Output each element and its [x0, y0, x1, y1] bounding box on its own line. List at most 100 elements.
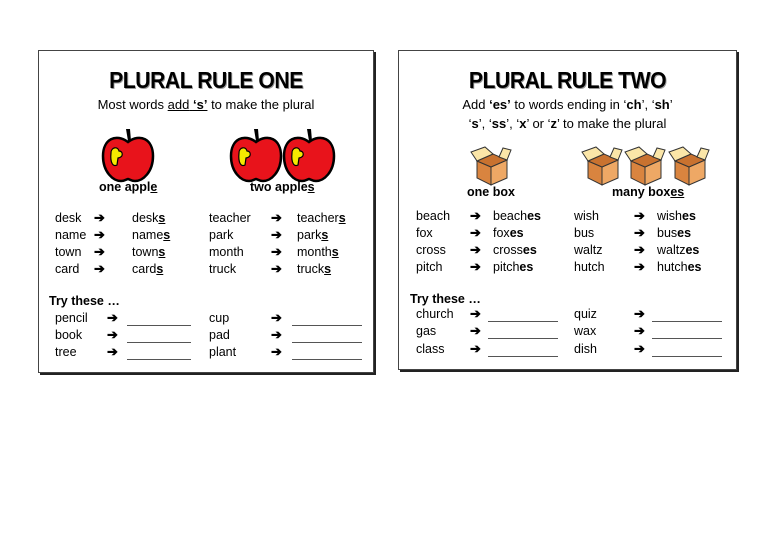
plural-suffix: s — [156, 262, 164, 276]
plural-base: town — [132, 245, 159, 259]
plural-suffix: s — [331, 245, 339, 259]
word: wish — [574, 209, 600, 223]
plural-base: desk — [132, 211, 159, 225]
plural-word: teachers — [297, 211, 346, 225]
right-arrow-icon: ➔ — [470, 242, 481, 257]
try-these-label: Try these … — [49, 294, 120, 308]
rule-one-title: PLURAL RULE ONE — [109, 67, 303, 93]
answer-blank[interactable] — [652, 337, 722, 339]
subtitle-text: ’ — [669, 97, 673, 112]
right-arrow-icon: ➔ — [470, 306, 481, 321]
plural-word: cards — [132, 262, 163, 276]
plural-word: waltzes — [657, 243, 699, 257]
box-icon — [624, 146, 666, 186]
rule-two-title: PLURAL RULE TWO — [468, 67, 667, 93]
right-arrow-icon: ➔ — [107, 344, 118, 359]
plural-base: pitch — [493, 260, 520, 274]
rule-one-card: PLURAL RULE ONE Most words add ‘s’ to ma… — [38, 50, 374, 373]
subtitle-text: s — [471, 116, 479, 131]
right-arrow-icon: ➔ — [470, 225, 481, 240]
right-arrow-icon: ➔ — [634, 306, 645, 321]
plural-word: beaches — [493, 209, 541, 223]
word: month — [209, 245, 244, 259]
apple-icon — [282, 129, 336, 183]
plural-word: months — [297, 245, 339, 259]
try-word: plant — [209, 345, 237, 359]
try-word: church — [416, 307, 454, 321]
right-arrow-icon: ➔ — [271, 210, 282, 225]
right-arrow-icon: ➔ — [94, 244, 105, 259]
rule-two-subtitle-line2: ‘s’, ‘ss’, ‘x’ or ‘z’ to make the plural — [399, 116, 736, 131]
try-word: tree — [55, 345, 77, 359]
answer-blank[interactable] — [652, 355, 722, 357]
try-word: class — [416, 342, 445, 356]
plural-base: teacher — [297, 211, 339, 225]
answer-blank[interactable] — [652, 320, 722, 322]
answer-blank[interactable] — [127, 358, 191, 360]
right-arrow-icon: ➔ — [634, 323, 645, 338]
answer-blank[interactable] — [127, 324, 191, 326]
box-icon — [581, 146, 623, 186]
subtitle-text: Most words — [97, 97, 168, 112]
right-arrow-icon: ➔ — [94, 261, 105, 276]
subtitle-s: ‘s’ — [192, 97, 208, 112]
right-arrow-icon: ➔ — [271, 261, 282, 276]
try-word: quiz — [574, 307, 597, 321]
plural-suffix: s — [158, 245, 166, 259]
answer-blank[interactable] — [488, 320, 558, 322]
subtitle-text: ss — [491, 116, 507, 131]
answer-blank[interactable] — [292, 341, 362, 343]
plural-base: name — [132, 228, 164, 242]
subtitle-text: ‘ — [468, 116, 472, 131]
subtitle-text: Add — [462, 97, 490, 112]
word: town — [55, 245, 82, 259]
subtitle-text: ’ or ‘ — [526, 116, 551, 131]
subtitle-text: z — [550, 116, 558, 131]
plural-suffix: s — [158, 211, 166, 225]
word: beach — [416, 209, 451, 223]
answer-blank[interactable] — [292, 324, 362, 326]
right-arrow-icon: ➔ — [107, 327, 118, 342]
plural-base: card — [132, 262, 157, 276]
right-arrow-icon: ➔ — [634, 208, 645, 223]
rule-two-subtitle-line1: Add ‘es’ to words ending in ‘ch’, ‘sh’ — [399, 97, 736, 112]
plural-word: parks — [297, 228, 328, 242]
answer-blank[interactable] — [127, 341, 191, 343]
right-arrow-icon: ➔ — [107, 310, 118, 325]
subtitle-text: ‘es’ — [489, 97, 511, 112]
right-arrow-icon: ➔ — [470, 259, 481, 274]
word: waltz — [574, 243, 603, 257]
plural-word: buses — [657, 226, 691, 240]
plural-word: hutches — [657, 260, 702, 274]
right-arrow-icon: ➔ — [634, 259, 645, 274]
plural-word: desks — [132, 211, 165, 225]
subtitle-add: add — [167, 97, 190, 112]
word: desk — [55, 211, 82, 225]
word: name — [55, 228, 87, 242]
word: truck — [209, 262, 237, 276]
apple-icon — [101, 129, 155, 183]
plural-base: truck — [297, 262, 325, 276]
plural-word: crosses — [493, 243, 537, 257]
right-arrow-icon: ➔ — [634, 341, 645, 356]
answer-blank[interactable] — [292, 358, 362, 360]
plural-base: park — [297, 228, 322, 242]
right-arrow-icon: ➔ — [94, 227, 105, 242]
plural-base: bus — [657, 226, 678, 240]
word: hutch — [574, 260, 605, 274]
right-arrow-icon: ➔ — [271, 310, 282, 325]
plural-suffix: es — [677, 226, 692, 240]
answer-blank[interactable] — [488, 355, 558, 357]
singular-label: one apple — [99, 180, 158, 194]
plural-base: cross — [493, 243, 523, 257]
word: fox — [416, 226, 433, 240]
plural-word: towns — [132, 245, 165, 259]
plural-suffix: s — [163, 228, 171, 242]
word: park — [209, 228, 234, 242]
subtitle-text: sh — [654, 97, 670, 112]
rule-two-card: PLURAL RULE TWO Add ‘es’ to words ending… — [398, 50, 737, 370]
subtitle-text: ’, ‘ — [478, 116, 492, 131]
plural-word: wishes — [657, 209, 696, 223]
answer-blank[interactable] — [488, 337, 558, 339]
try-word: cup — [209, 311, 230, 325]
